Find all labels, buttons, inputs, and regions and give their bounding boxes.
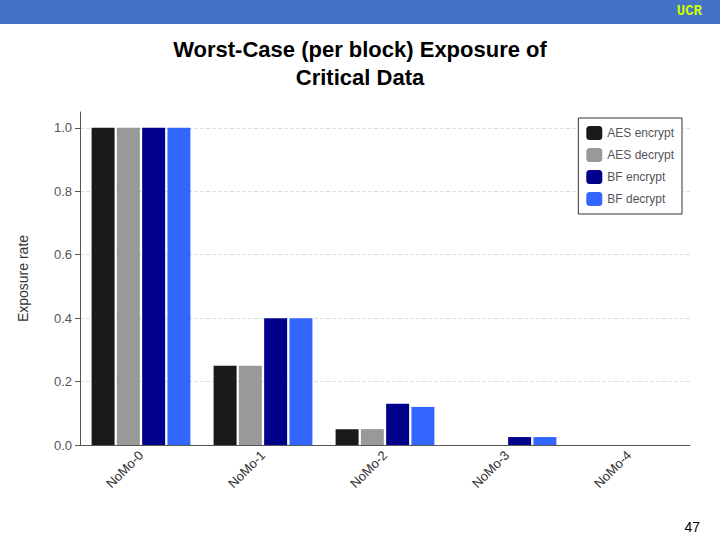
- svg-text:0.2: 0.2: [54, 374, 72, 389]
- svg-text:0.0: 0.0: [54, 438, 72, 453]
- svg-text:UCR: UCR: [677, 3, 703, 19]
- svg-text:Exposure rate: Exposure rate: [15, 235, 31, 322]
- svg-text:AES decrypt: AES decrypt: [607, 148, 674, 162]
- svg-text:47: 47: [684, 519, 700, 535]
- svg-text:NoMo-3: NoMo-3: [469, 448, 512, 491]
- svg-text:NoMo-4: NoMo-4: [591, 448, 634, 491]
- svg-text:0.4: 0.4: [54, 311, 72, 326]
- svg-text:AES encrypt: AES encrypt: [607, 126, 674, 140]
- svg-text:NoMo-2: NoMo-2: [347, 448, 390, 491]
- svg-text:1.0: 1.0: [54, 120, 72, 135]
- svg-text:BF decrypt: BF decrypt: [607, 192, 666, 206]
- svg-text:0.6: 0.6: [54, 247, 72, 262]
- svg-text:NoMo-1: NoMo-1: [225, 448, 268, 491]
- svg-text:NoMo-0: NoMo-0: [103, 448, 146, 491]
- svg-text:0.8: 0.8: [54, 184, 72, 199]
- svg-text:Worst-Case (per block) Exposur: Worst-Case (per block) Exposure of: [173, 37, 547, 62]
- svg-text:BF encrypt: BF encrypt: [607, 170, 666, 184]
- svg-text:Critical Data: Critical Data: [296, 65, 425, 90]
